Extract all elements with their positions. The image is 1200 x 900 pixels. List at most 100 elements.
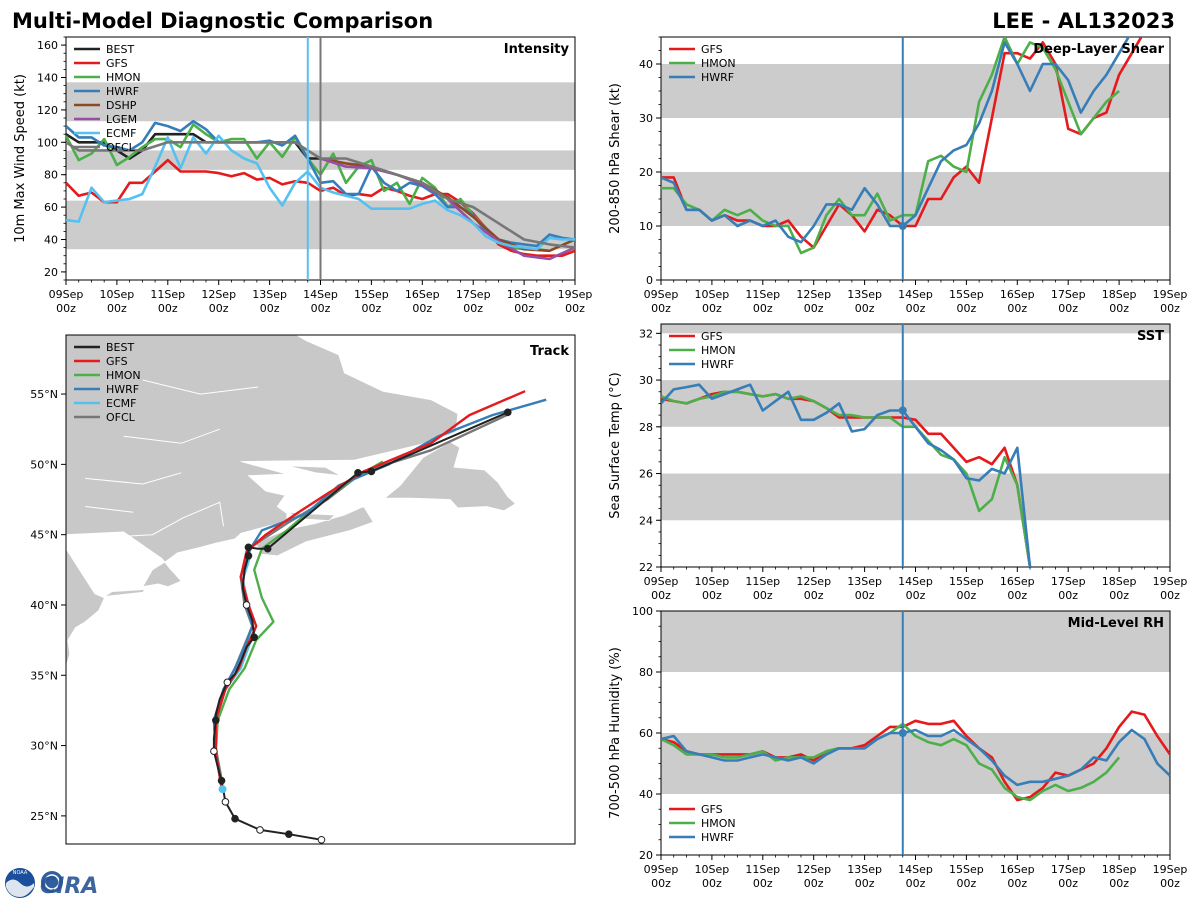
- shear-xtick-hour: 00z: [957, 302, 977, 315]
- track-best-point: [354, 468, 362, 477]
- rh-series-hwrf: [661, 728, 1170, 787]
- intensity-ytick-label: 20: [44, 266, 58, 279]
- intensity-xtick-hour: 00z: [463, 302, 483, 315]
- rh-ylabel: 700-500 hPa Humidity (%): [608, 647, 623, 819]
- shear-legend-label: HWRF: [701, 71, 734, 84]
- sst-xtick-hour: 00z: [1007, 589, 1027, 602]
- sst-xtick-label: 12Sep: [796, 575, 831, 588]
- sst-title: SST: [1137, 329, 1164, 344]
- track-best-point: [244, 551, 253, 560]
- intensity-xtick-hour: 00z: [412, 302, 432, 315]
- rh-ytick-label: 20: [639, 849, 653, 862]
- shear-xtick-label: 14Sep: [898, 288, 933, 301]
- sst-xtick-label: 17Sep: [1051, 575, 1086, 588]
- intensity-legend-label: LGEM: [106, 113, 137, 126]
- track-panel: 25°N 30°N 35°N 40°N 45°N 50°N 55°N Track BESTGFS…: [30, 334, 576, 845]
- intensity-xtick-hour: 00z: [311, 302, 331, 315]
- intensity-title: Intensity: [504, 42, 570, 57]
- intensity-xtick-hour: 00z: [260, 302, 280, 315]
- shear-xtick-label: 17Sep: [1051, 288, 1086, 301]
- rh-xtick-label: 16Sep: [1000, 863, 1035, 876]
- track-frame: [65, 334, 576, 845]
- rh-legend-label: HWRF: [701, 831, 734, 844]
- track-legend-label: HMON: [106, 369, 141, 382]
- track-best-point: [285, 830, 293, 838]
- cira-globe-inner-icon: [44, 874, 60, 890]
- shear-series-hmon: [661, 37, 1120, 255]
- track-best-point: [231, 814, 239, 823]
- track-lat-label: 50°N: [30, 458, 58, 471]
- sst-xtick-hour: 00z: [651, 589, 671, 602]
- cira-wordmark: CIRA: [40, 874, 98, 899]
- intensity-xtick-label: 17Sep: [456, 288, 491, 301]
- intensity-legend-label: HMON: [106, 71, 141, 84]
- anticosti-land: [286, 465, 341, 476]
- track-best-point: [503, 408, 512, 417]
- shear-xtick-hour: 00z: [1109, 302, 1129, 315]
- rh-xtick-hour: 00z: [957, 877, 977, 890]
- sst-xtick-hour: 00z: [804, 589, 824, 602]
- sst-series-hwrf: [661, 383, 1032, 567]
- shear-xtick-hour: 00z: [753, 302, 773, 315]
- sst-ytick-label: 30: [639, 374, 653, 387]
- rh-xtick-label: 11Sep: [745, 863, 780, 876]
- intensity-xtick-label: 12Sep: [201, 288, 236, 301]
- rh-xtick-hour: 00z: [855, 877, 875, 890]
- shear-xtick-label: 16Sep: [1000, 288, 1035, 301]
- rh-band: [661, 733, 1170, 794]
- track-best-point: [212, 716, 220, 725]
- storm-id: LEE - AL132023: [992, 9, 1175, 33]
- sst-panel: 22242628303209Sep00z10Sep00z11Sep00z12Se…: [608, 323, 1187, 602]
- shear-xtick-label: 10Sep: [695, 288, 730, 301]
- noaa-label: NOAA: [13, 870, 28, 876]
- shear-current-point: [898, 222, 907, 230]
- track-best-point: [367, 467, 376, 476]
- rh-xtick-hour: 00z: [906, 877, 926, 890]
- land-boundary-line: [85, 506, 134, 513]
- shear-xtick-hour: 00z: [906, 302, 926, 315]
- intensity-ytick-label: 80: [44, 169, 58, 182]
- sst-xtick-hour: 00z: [1160, 589, 1180, 602]
- track-map-area: [66, 335, 547, 844]
- intensity-xtick-hour: 00z: [565, 302, 585, 315]
- shear-xtick-label: 11Sep: [745, 288, 780, 301]
- intensity-xtick-hour: 00z: [107, 302, 127, 315]
- track-best-point: [223, 678, 232, 687]
- intensity-ytick-label: 100: [37, 136, 58, 149]
- sst-xtick-hour: 00z: [1058, 589, 1078, 602]
- shear-xtick-label: 12Sep: [796, 288, 831, 301]
- shear-xtick-label: 15Sep: [949, 288, 984, 301]
- track-legend-label: BEST: [106, 341, 134, 354]
- shear-ylabel: 200-850 hPa Shear (kt): [608, 83, 623, 234]
- shear-xtick-hour: 00z: [1007, 302, 1027, 315]
- track-lat-label: 30°N: [30, 740, 58, 753]
- sst-band: [661, 473, 1170, 521]
- sst-ytick-label: 32: [639, 327, 653, 340]
- sst-ytick-label: 22: [639, 561, 653, 574]
- rh-xtick-hour: 00z: [1109, 877, 1129, 890]
- rh-xtick-hour: 00z: [1007, 877, 1027, 890]
- shear-panel: 01020304009Sep00z10Sep00z11Sep00z12Sep00…: [608, 36, 1187, 315]
- shear-xtick-label: 18Sep: [1102, 288, 1137, 301]
- sst-xtick-label: 18Sep: [1102, 575, 1137, 588]
- sst-xtick-hour: 00z: [855, 589, 875, 602]
- sst-ytick-label: 24: [639, 514, 653, 527]
- sst-xtick-hour: 00z: [702, 589, 722, 602]
- track-lat-label: 40°N: [30, 599, 58, 612]
- sst-xtick-label: 15Sep: [949, 575, 984, 588]
- intensity-xtick-label: 16Sep: [405, 288, 440, 301]
- intensity-xtick-label: 10Sep: [100, 288, 135, 301]
- shear-band: [661, 64, 1170, 118]
- track-lat-label: 35°N: [30, 669, 58, 682]
- rh-xtick-label: 12Sep: [796, 863, 831, 876]
- sst-xtick-hour: 00z: [1109, 589, 1129, 602]
- intensity-xtick-hour: 00z: [158, 302, 178, 315]
- track-best-point: [242, 601, 251, 609]
- sst-xtick-hour: 00z: [753, 589, 773, 602]
- intensity-xtick-label: 09Sep: [49, 288, 84, 301]
- track-best-point: [256, 826, 264, 834]
- land-boundary-line: [142, 379, 259, 395]
- shear-ytick-label: 10: [639, 220, 653, 233]
- rh-xtick-hour: 00z: [804, 877, 824, 890]
- rh-plot-area: [661, 710, 1170, 802]
